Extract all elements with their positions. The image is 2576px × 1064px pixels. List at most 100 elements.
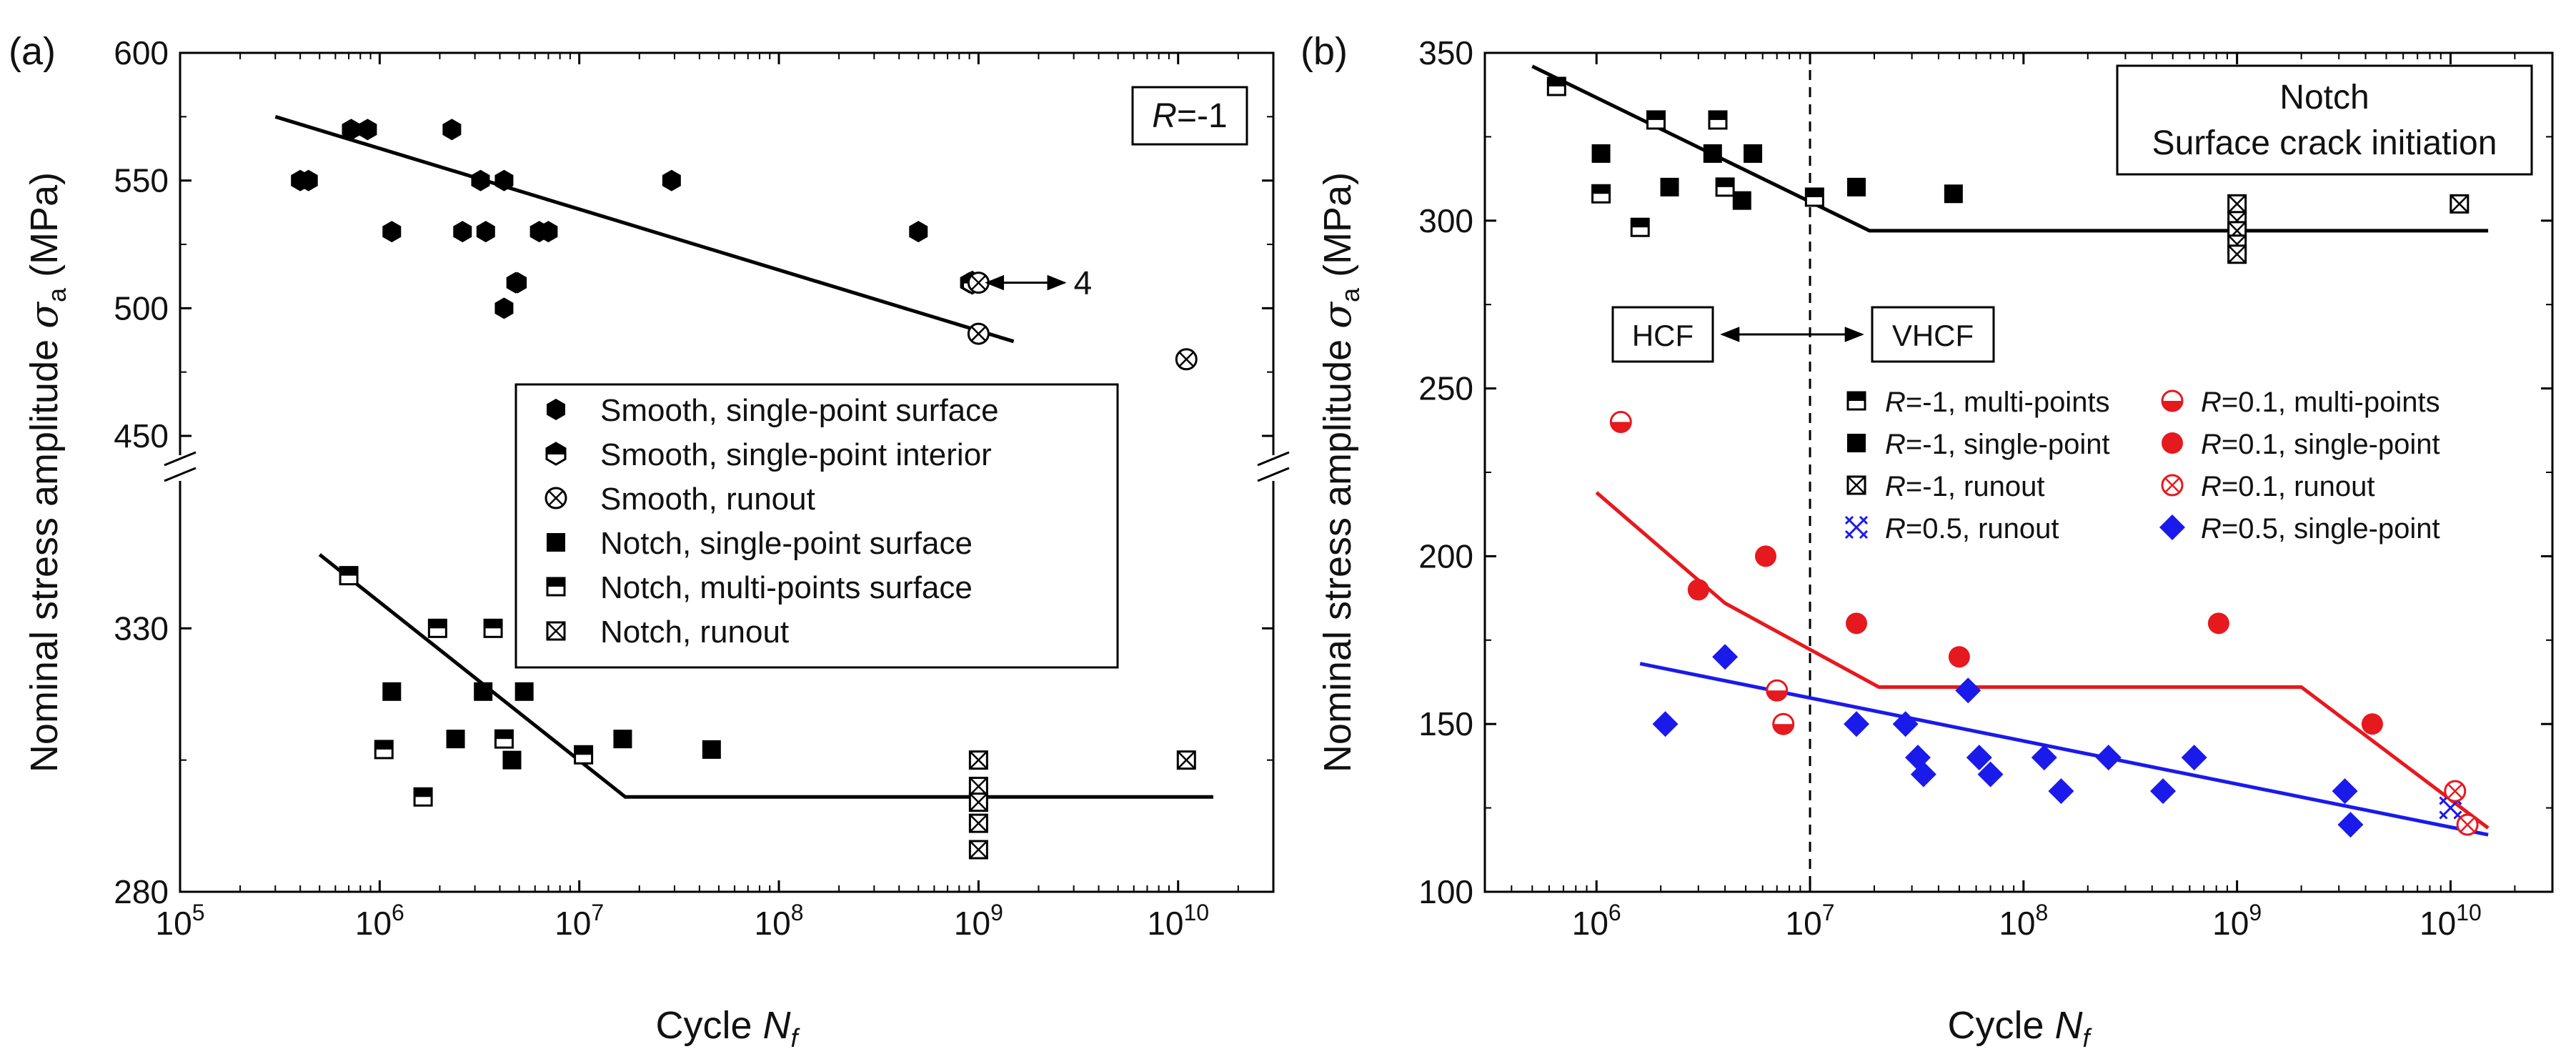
data-point bbox=[613, 730, 632, 749]
data-point bbox=[574, 745, 594, 765]
data-point bbox=[702, 740, 721, 759]
y-tick-label: 550 bbox=[114, 162, 169, 199]
data-point bbox=[2150, 778, 2177, 805]
data-point bbox=[2337, 812, 2364, 838]
y-tick-label: 100 bbox=[1418, 873, 1473, 910]
legend-entry-label: Notch, runout bbox=[600, 615, 789, 650]
legend-entry-label: R=0.1, multi-points bbox=[2201, 387, 2440, 418]
data-point bbox=[1646, 110, 1666, 130]
y-axis-label: Nominal stress amplitude σa (MPa) bbox=[21, 172, 71, 772]
x-axis-label: Cycle Nf bbox=[1947, 1004, 2092, 1053]
data-point bbox=[494, 729, 514, 749]
fit-line bbox=[274, 114, 1015, 344]
y-tick-label: 280 bbox=[114, 873, 169, 910]
data-point bbox=[1846, 612, 1868, 635]
x-tick-label: 106 bbox=[1572, 900, 1621, 942]
x-tick-label: 106 bbox=[355, 900, 404, 942]
data-point bbox=[339, 566, 359, 586]
data-point bbox=[968, 792, 988, 812]
y-tick-label: 500 bbox=[114, 289, 169, 327]
data-point bbox=[2450, 194, 2470, 214]
data-point bbox=[2207, 612, 2229, 635]
data-point bbox=[2444, 780, 2467, 802]
data-point bbox=[968, 777, 988, 797]
data-point bbox=[1712, 644, 1739, 670]
vhcf-label: VHCF bbox=[1892, 319, 1974, 352]
axis-break-mark bbox=[164, 467, 197, 482]
data-point bbox=[539, 221, 558, 243]
axis-break-mark bbox=[1257, 451, 1290, 467]
data-point bbox=[474, 682, 493, 701]
data-point bbox=[2048, 778, 2074, 805]
data-point bbox=[442, 119, 462, 141]
data-point bbox=[502, 750, 522, 770]
y-tick-label: 450 bbox=[114, 417, 169, 454]
data-point bbox=[1546, 76, 1566, 96]
legend-marker bbox=[2159, 514, 2185, 540]
axis-break-mark bbox=[1257, 467, 1290, 482]
legend-marker bbox=[2161, 389, 2184, 412]
data-point bbox=[1910, 761, 1936, 787]
data-point bbox=[1609, 411, 1632, 434]
legend-entry-label: R=-1, single-point bbox=[1885, 429, 2110, 460]
y-tick-label: 250 bbox=[1418, 370, 1473, 407]
y-tick-label: 350 bbox=[1418, 34, 1473, 71]
data-point bbox=[1175, 348, 1198, 371]
data-point bbox=[476, 221, 495, 243]
y-tick-label: 330 bbox=[114, 610, 169, 647]
data-point bbox=[382, 682, 402, 701]
legend-marker bbox=[1846, 391, 1866, 411]
y-tick-label: 200 bbox=[1418, 537, 1473, 575]
fit-line bbox=[1595, 491, 2490, 830]
data-point bbox=[1708, 110, 1728, 130]
legend-marker bbox=[546, 621, 566, 641]
legend-entry-label: R=0.1, single-point bbox=[2201, 429, 2440, 460]
legend-marker bbox=[1847, 434, 1866, 452]
data-point bbox=[1732, 191, 1751, 210]
data-point bbox=[471, 169, 490, 192]
x-tick-label: 105 bbox=[156, 900, 205, 942]
notch-annotation-line: Surface crack initiation bbox=[2152, 124, 2497, 162]
data-point bbox=[1591, 184, 1611, 204]
legend-marker bbox=[545, 442, 567, 466]
data-point bbox=[2227, 194, 2247, 214]
r-ratio-label: R=-1 bbox=[1152, 97, 1227, 135]
legend-marker bbox=[546, 577, 566, 597]
legend: Smooth, single-point surface Smooth, sing… bbox=[514, 383, 1119, 669]
y-tick-label: 150 bbox=[1418, 705, 1473, 742]
data-point bbox=[1715, 177, 1735, 197]
x-tick-label: 1010 bbox=[2420, 900, 2482, 942]
data-point bbox=[2095, 745, 2122, 771]
data-point bbox=[967, 272, 990, 294]
y-axis-label: Nominal stress amplitude σa (MPa) bbox=[1315, 172, 1365, 772]
data-point bbox=[1966, 745, 1992, 771]
legend-entry-label: Notch, multi-points surface bbox=[600, 570, 973, 605]
vhcf-box bbox=[1871, 306, 1995, 363]
data-point bbox=[968, 813, 988, 833]
legend-marker bbox=[1844, 515, 1869, 540]
legend-marker bbox=[2162, 432, 2183, 454]
panel-label: (a) bbox=[9, 30, 56, 73]
panel-label: (b) bbox=[1301, 30, 1348, 73]
data-point bbox=[1948, 646, 1970, 668]
data-point bbox=[2031, 745, 2057, 771]
data-point bbox=[2456, 813, 2479, 836]
data-point bbox=[382, 221, 402, 243]
legend-entry-label: R=0.5, runout bbox=[1885, 513, 2059, 545]
legend-marker bbox=[2161, 474, 2184, 497]
legend-marker bbox=[547, 533, 565, 552]
data-point bbox=[1772, 712, 1795, 735]
notch-annotation-line: Notch bbox=[2279, 79, 2369, 116]
fit-line bbox=[1531, 64, 2489, 233]
data-point bbox=[1703, 144, 1722, 163]
data-point bbox=[1687, 579, 1709, 601]
legend-marker bbox=[547, 399, 565, 420]
data-point bbox=[1755, 545, 1777, 567]
data-point bbox=[2332, 778, 2358, 805]
legend-entry-label: R=0.5, single-point bbox=[2201, 513, 2440, 545]
panel-a: 105 106 107 108 109 1010 450 500 550 600 280 330 4 R=… bbox=[9, 30, 1295, 1053]
x-tick-label: 108 bbox=[755, 900, 804, 942]
fit-line bbox=[318, 553, 1213, 799]
data-point bbox=[1176, 750, 1196, 770]
